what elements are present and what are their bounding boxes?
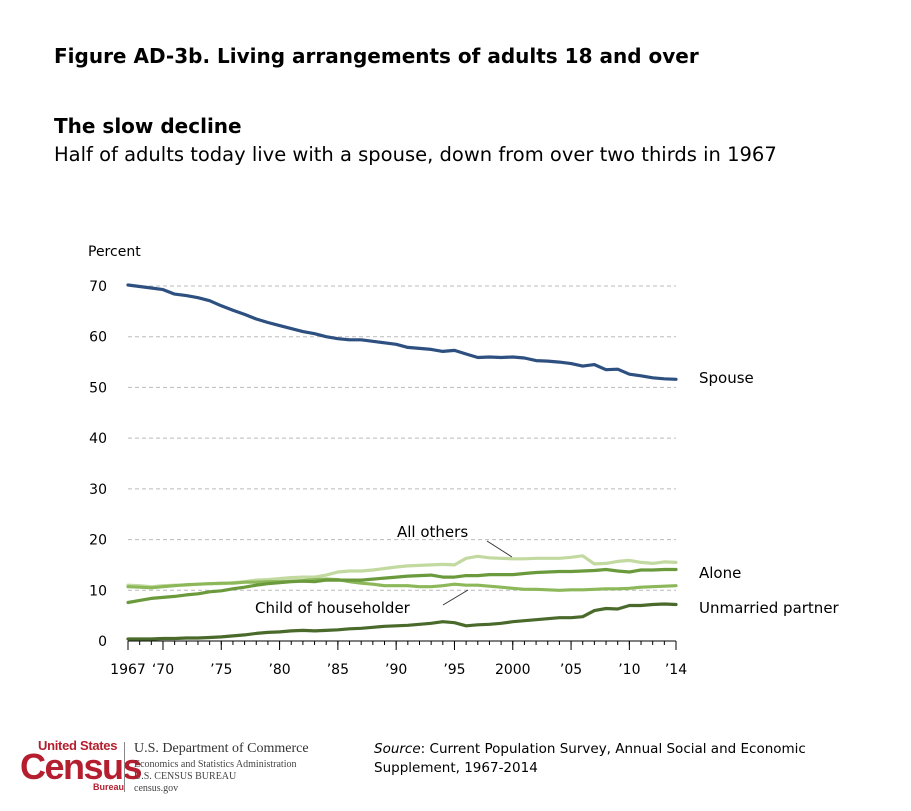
y-tick-label: 40 [89, 431, 107, 447]
x-tick-label: 2000 [495, 662, 531, 678]
y-tick-label: 20 [89, 533, 107, 549]
series-line-unmarried-partner [126, 602, 678, 641]
census-logo: United States Census Bureau U.S. Departm… [20, 738, 340, 798]
x-tick-label: ’80 [268, 662, 290, 678]
logo-united-states: United States [38, 738, 118, 753]
source-text: : Current Population Survey, Annual Soci… [374, 741, 806, 776]
series-label-alone: Alone [699, 564, 741, 582]
series-label-spouse: Spouse [699, 369, 754, 387]
series-line-alone [126, 567, 678, 605]
series-label-all-others: All others [397, 523, 468, 541]
y-tick-label: 0 [98, 634, 107, 650]
x-tick-label: ‘70 [152, 662, 174, 678]
series-labels: Spouse All others Alone Child of householde… [255, 369, 840, 617]
x-tick-label: ’05 [560, 662, 582, 678]
source-label: Source [374, 741, 421, 757]
series-label-unmarried-partner: Unmarried partner [699, 599, 840, 617]
series-line-spouse [126, 283, 678, 381]
leader-line-all-others [486, 540, 513, 558]
x-tick-label: ’10 [618, 662, 640, 678]
y-tick-label: 50 [89, 380, 107, 396]
series-label-child-of-householder: Child of householder [255, 599, 411, 617]
y-tick-label: 70 [89, 279, 107, 295]
leader-line-child-of-householder [442, 589, 469, 606]
x-tick-label: ’75 [210, 662, 232, 678]
chart-subtitle: Half of adults today live with a spouse,… [54, 143, 777, 166]
chart-heading: The slow decline [54, 114, 242, 138]
y-tick-label: 10 [89, 583, 107, 599]
y-tick-label: 60 [89, 330, 107, 346]
logo-esa: Economics and Statistics Administration [134, 759, 297, 770]
x-tick-label: ’85 [327, 662, 349, 678]
logo-divider [124, 742, 125, 792]
x-tick-label: ’14 [665, 662, 687, 678]
y-tick-label: 30 [89, 482, 107, 498]
logo-bureau: Bureau [93, 782, 125, 792]
series-lines [126, 283, 678, 641]
logo-department: U.S. Department of Commerce [134, 741, 309, 756]
logo-website: census.gov [134, 783, 179, 794]
y-axis-label: Percent [88, 244, 141, 260]
gridlines [128, 285, 676, 591]
logo-census: Census [20, 746, 143, 787]
logo-census-bureau: U.S. CENSUS BUREAU [134, 771, 237, 782]
figure-title: Figure AD-3b. Living arrangements of adu… [54, 44, 699, 68]
x-tick-label: ’90 [385, 662, 407, 678]
x-tick-label: 1967 [110, 662, 146, 678]
source-note: Source: Current Population Survey, Annua… [374, 740, 884, 778]
x-tick-label: ’95 [443, 662, 465, 678]
axes: Percent 0 10 20 30 40 50 60 70 1967 ‘70 ’75 ’80 ’85 ’9… [88, 244, 687, 678]
series-line-child-of-householder [126, 577, 678, 592]
